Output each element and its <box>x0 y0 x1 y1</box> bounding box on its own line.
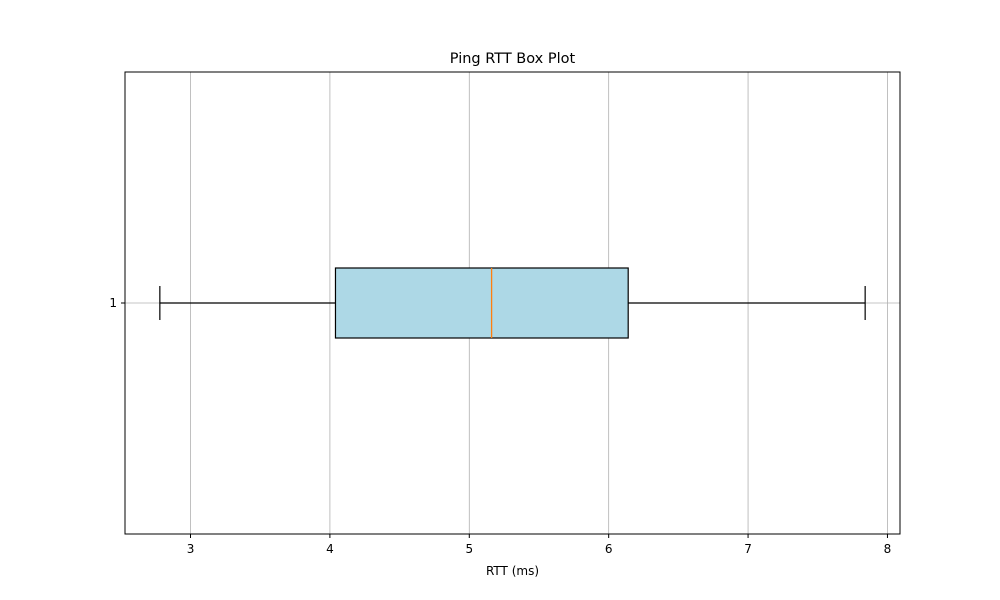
chart-title: Ping RTT Box Plot <box>450 51 576 67</box>
axis-ticks: 3 4 5 6 7 8 1 <box>109 296 891 556</box>
x-tick-label: 3 <box>187 542 195 556</box>
x-tick-label: 5 <box>465 542 473 556</box>
x-tick-label: 6 <box>605 542 613 556</box>
x-tick-label: 4 <box>326 542 334 556</box>
x-axis-label: RTT (ms) <box>486 564 539 578</box>
x-tick-label: 7 <box>744 542 752 556</box>
y-tick-label: 1 <box>109 296 117 310</box>
x-tick-label: 8 <box>884 542 892 556</box>
iqr-box <box>334 267 629 339</box>
box-layer <box>159 267 866 339</box>
